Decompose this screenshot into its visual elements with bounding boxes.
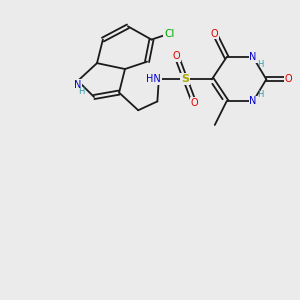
Text: O: O bbox=[190, 98, 198, 108]
Text: H: H bbox=[257, 90, 264, 99]
Text: Cl: Cl bbox=[164, 29, 174, 39]
Text: H: H bbox=[78, 88, 85, 97]
Text: S: S bbox=[181, 74, 189, 84]
Text: HN: HN bbox=[146, 74, 161, 84]
Text: O: O bbox=[211, 29, 219, 39]
Text: N: N bbox=[74, 80, 82, 90]
Text: O: O bbox=[285, 74, 292, 84]
Text: N: N bbox=[249, 52, 257, 62]
Text: O: O bbox=[173, 51, 180, 61]
Text: H: H bbox=[257, 60, 264, 69]
Text: N: N bbox=[249, 96, 257, 106]
